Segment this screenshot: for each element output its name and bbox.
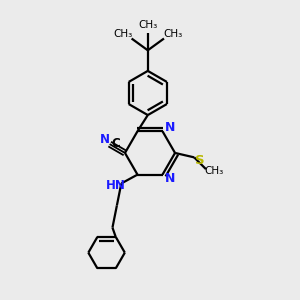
Text: CH₃: CH₃ — [205, 166, 224, 176]
Text: N: N — [165, 172, 175, 185]
Text: S: S — [195, 154, 204, 167]
Text: CH₃: CH₃ — [138, 20, 158, 30]
Text: HN: HN — [106, 179, 125, 192]
Text: CH₃: CH₃ — [113, 29, 132, 39]
Text: N: N — [100, 134, 110, 146]
Text: CH₃: CH₃ — [163, 29, 182, 39]
Text: C: C — [112, 137, 120, 150]
Text: N: N — [165, 121, 175, 134]
